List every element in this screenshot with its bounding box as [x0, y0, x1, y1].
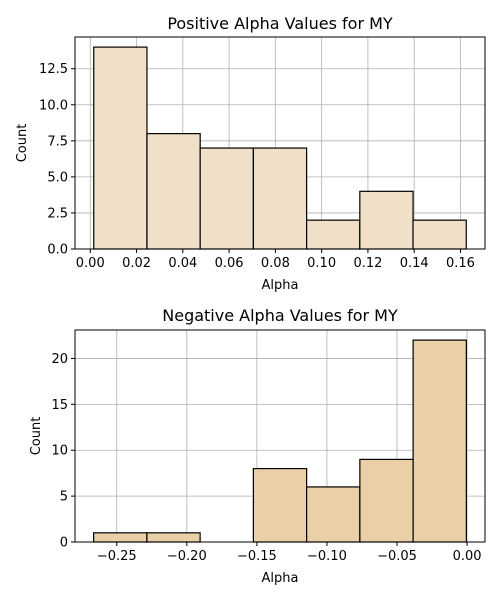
x-tick-label: 0.00	[453, 549, 482, 564]
histogram-bar	[359, 458, 414, 543]
x-tick-label: −0.10	[307, 549, 347, 564]
x-tick-label: 0.02	[122, 256, 151, 271]
ticks: −0.25 −0.20 −0.15 −0.10 −0.05 0.00 0 5 10 15 20	[51, 352, 481, 564]
x-tick-label: 0.10	[307, 256, 336, 271]
y-tick-label: 7.5	[47, 134, 68, 149]
y-tick-label: 15	[51, 398, 68, 413]
histogram-bar	[359, 190, 414, 250]
histogram-bar	[93, 532, 148, 543]
x-tick-label: −0.15	[237, 549, 277, 564]
y-tick-label: 10	[51, 444, 68, 459]
plot-frame	[74, 329, 486, 543]
y-axis-label: Count	[15, 124, 30, 163]
bars	[93, 46, 467, 250]
bars	[93, 339, 467, 543]
histogram-bar	[252, 467, 308, 543]
y-tick-label: 12.5	[39, 62, 68, 77]
x-tick-label: 0.14	[400, 256, 429, 271]
y-tick-label: 5.0	[47, 170, 68, 185]
histogram-bar	[93, 46, 148, 250]
histogram-negative-alpha: Negative Alpha Values for MY −0.25 −0.20−…	[29, 306, 486, 586]
histogram-bar	[199, 147, 254, 250]
x-tick-label: −0.20	[167, 549, 207, 564]
y-tick-label: 2.5	[47, 206, 68, 221]
x-tick-label: 0.16	[446, 256, 475, 271]
histogram-bar	[306, 219, 361, 250]
histogram-bar	[252, 147, 308, 250]
histogram-bar	[146, 532, 201, 543]
chart-title: Negative Alpha Values for MY	[162, 306, 398, 325]
ticks: 0.00 0.02 0.04 0.06 0.08 0.10 0.12 0.14 0.16 0.0 2…	[39, 62, 475, 271]
histogram-positive-alpha: Positive Alpha Values for MY 0.00 0.02 0.0…	[15, 14, 486, 293]
x-tick-label: 0.08	[261, 256, 290, 271]
x-tick-label: −0.05	[377, 549, 417, 564]
x-tick-label: 0.00	[76, 256, 105, 271]
x-axis-label: Alpha	[262, 278, 299, 293]
histogram-bar	[412, 219, 467, 250]
y-tick-label: 20	[51, 352, 68, 367]
histogram-bar	[306, 486, 361, 543]
x-tick-label: 0.06	[215, 256, 244, 271]
y-tick-label: 10.0	[39, 98, 68, 113]
x-axis-label: Alpha	[262, 571, 299, 586]
chart-title: Positive Alpha Values for MY	[167, 14, 393, 33]
x-tick-label: −0.25	[97, 549, 137, 564]
y-tick-label: 0.0	[47, 243, 68, 258]
plot-frame	[74, 36, 486, 250]
histogram-bar	[412, 339, 467, 543]
y-tick-label: 5	[60, 490, 68, 505]
x-tick-label: 0.04	[168, 256, 197, 271]
y-tick-label: 0	[60, 536, 68, 551]
y-axis-label: Count	[29, 417, 44, 456]
histogram-bar	[146, 133, 201, 250]
x-tick-label: 0.12	[353, 256, 382, 271]
